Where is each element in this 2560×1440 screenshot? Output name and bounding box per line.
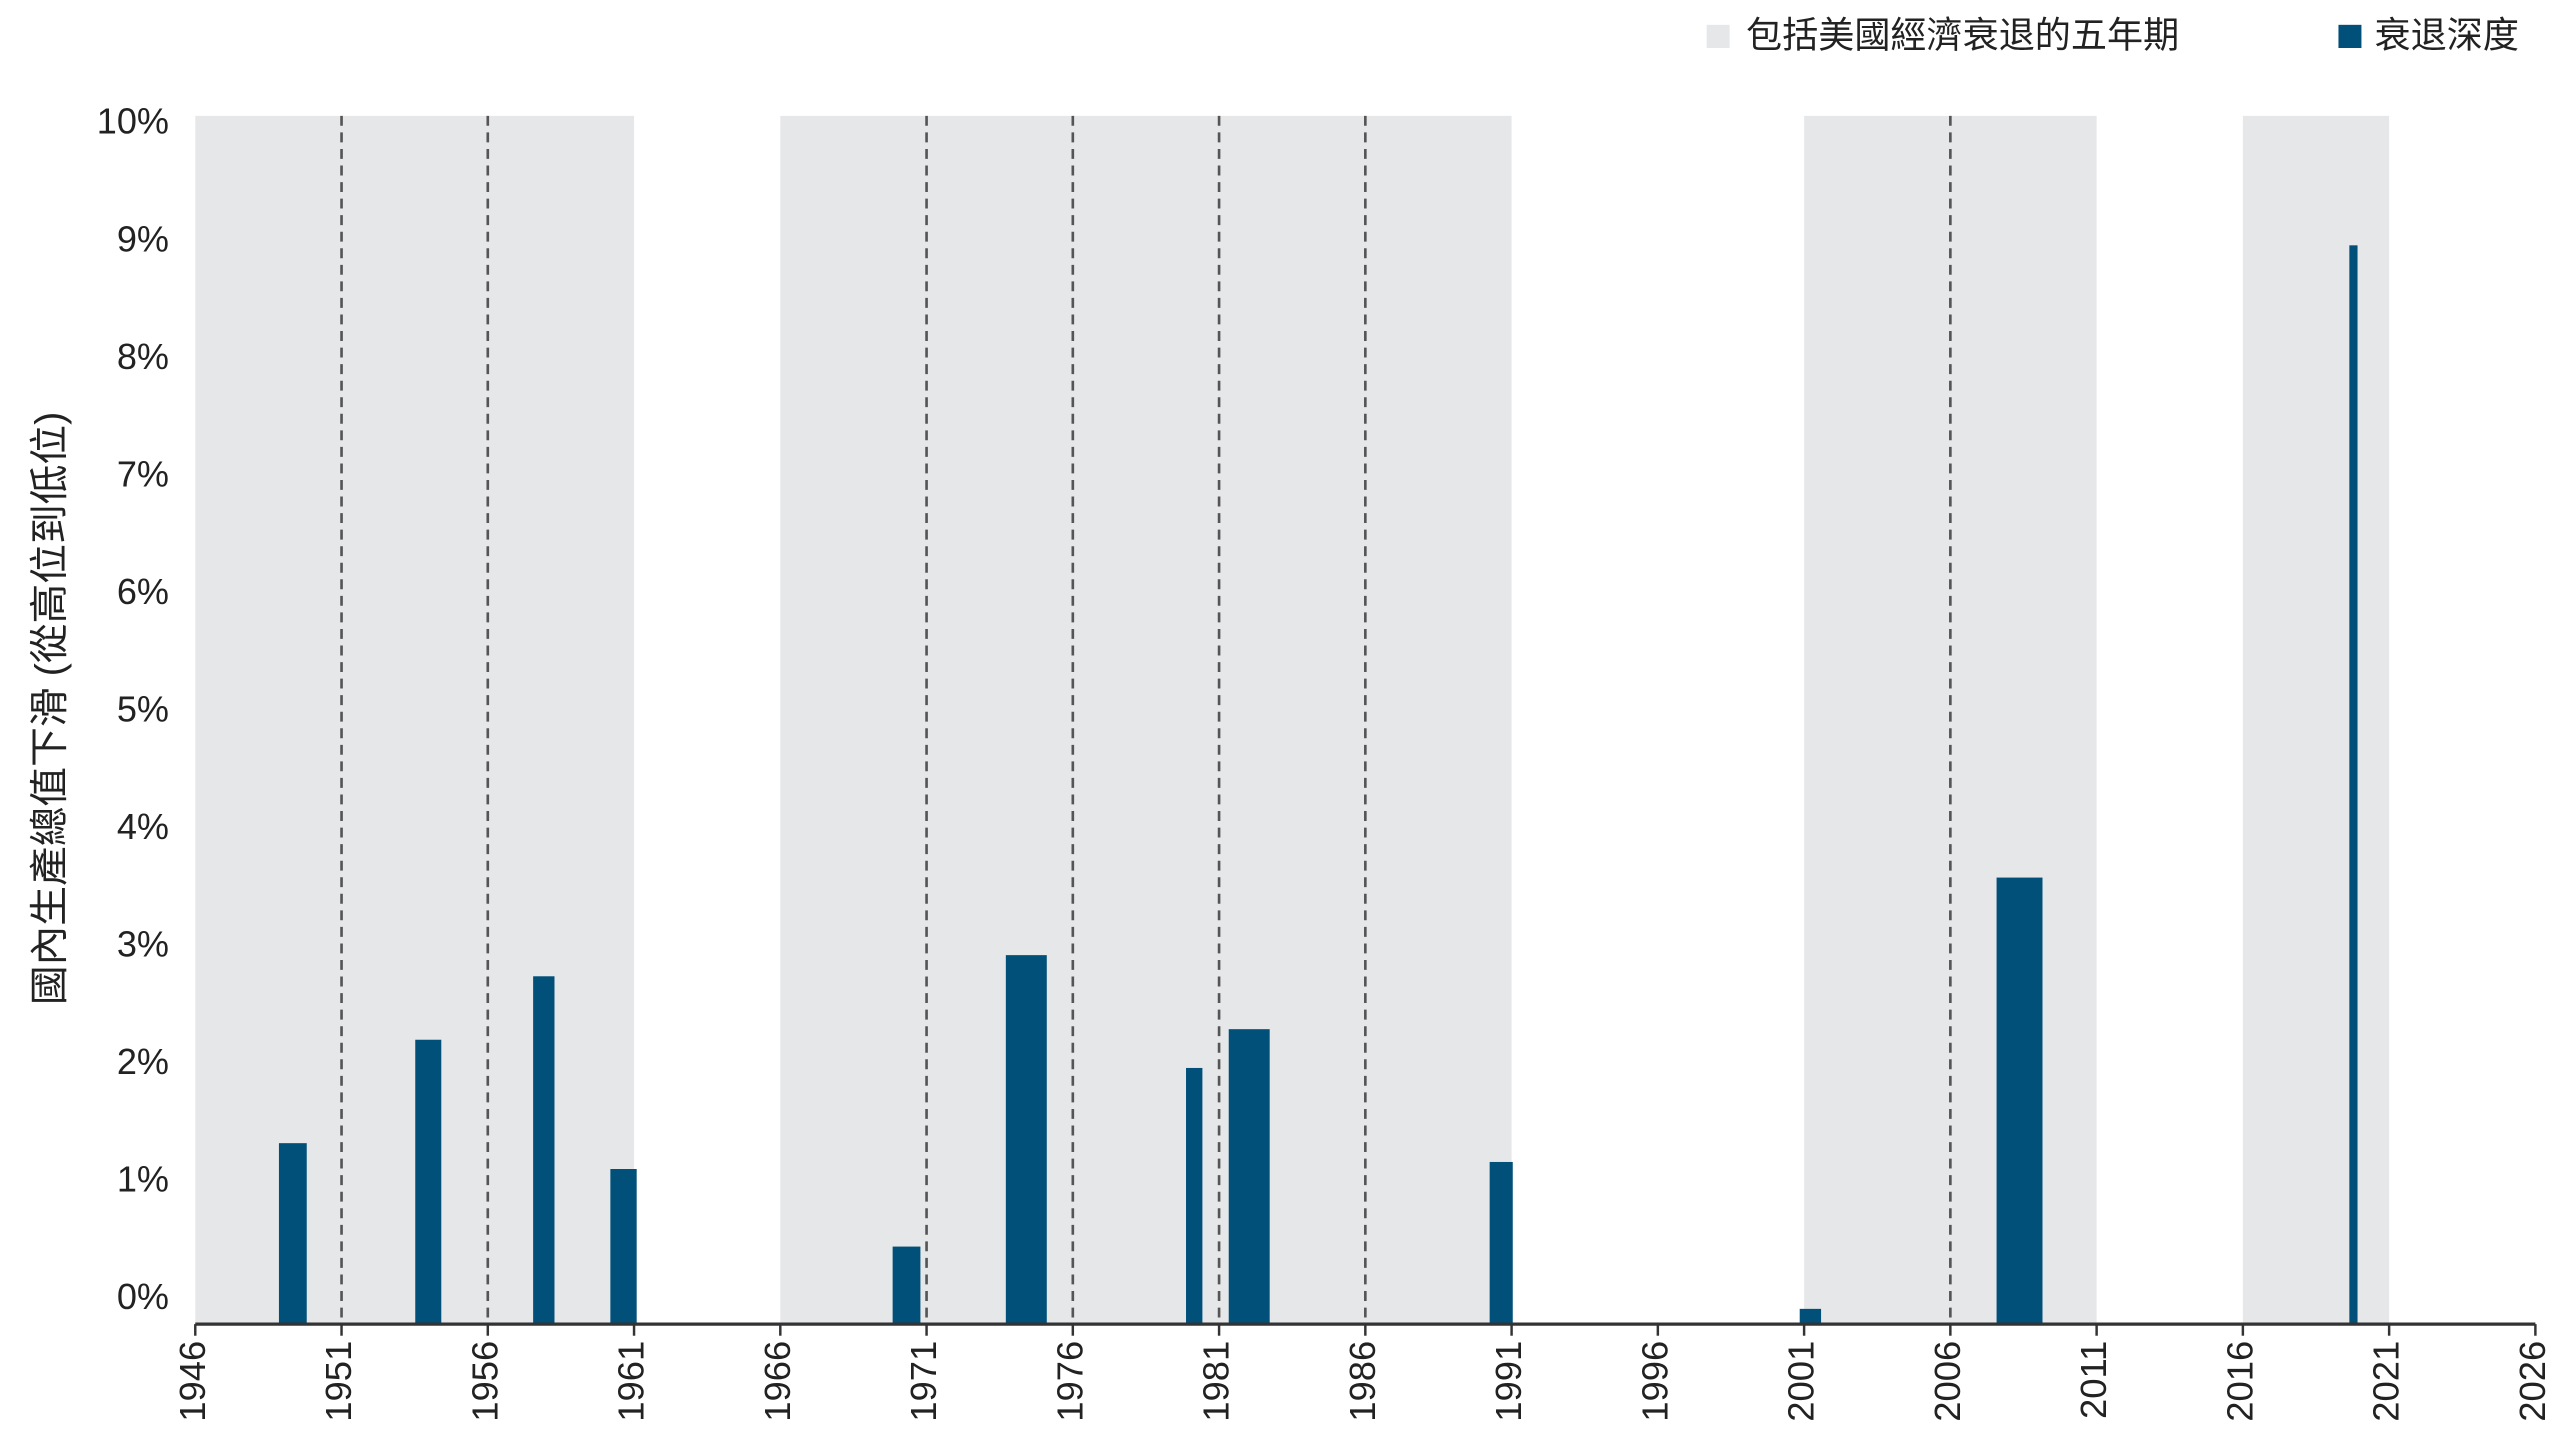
bar [415,1039,442,1325]
x-tick-label: 1946 [172,1341,213,1422]
y-tick-label: 1% [117,1158,169,1199]
y-tick-label: 6% [117,571,169,612]
y-tick-label: 8% [117,336,169,377]
x-tick-label: 1971 [903,1341,944,1422]
x-tick-label: 1951 [318,1341,359,1422]
x-tick-label: 1976 [1049,1341,1090,1422]
x-tick-label: 2016 [2220,1341,2261,1422]
y-tick-label: 7% [117,453,169,494]
x-tick-label: 1996 [1635,1341,1676,1422]
legend-label: 包括美國經濟衰退的五年期 [1746,15,2179,56]
bar [278,1143,307,1325]
bar [533,976,555,1325]
bar [1005,955,1047,1325]
y-tick-label: 9% [117,218,169,259]
y-tick-label: 3% [117,923,169,964]
x-tick-label: 2011 [2073,1341,2114,1419]
bar [1186,1067,1203,1325]
legend-label: 衰退深度 [2375,15,2519,56]
y-tick-label: 4% [117,806,169,847]
shaded-period [780,115,1512,1325]
bar [1228,1029,1270,1325]
bar [610,1169,637,1325]
x-tick-label: 2001 [1781,1341,1822,1422]
y-tick-label: 2% [117,1041,169,1082]
bar [1799,1308,1822,1325]
bar [2349,245,2358,1325]
shaded-period [195,115,635,1325]
x-tick-label: 2006 [1927,1341,1968,1422]
y-tick-label: 0% [117,1276,169,1317]
x-tick-label: 1956 [464,1341,505,1422]
x-tick-label: 2021 [2366,1341,2407,1422]
x-tick-label: 1966 [757,1341,798,1422]
y-axis-label: 國內生產總值下滑 (從高位到低位) [28,412,72,1006]
shaded-period [2242,115,2390,1325]
x-tick-label: 1981 [1196,1341,1237,1422]
x-tick-label: 1991 [1488,1341,1529,1422]
legend-swatch-shaded [1706,24,1730,48]
x-tick-label: 1986 [1342,1341,1383,1422]
bar [1489,1161,1513,1325]
x-tick-label: 2026 [2512,1341,2553,1422]
bar [1996,877,2043,1325]
x-tick-label: 1961 [611,1341,652,1422]
bar [892,1246,921,1325]
y-tick-label: 5% [117,688,169,729]
legend-swatch-bars [2338,24,2362,48]
y-tick-label: 10% [97,101,169,142]
